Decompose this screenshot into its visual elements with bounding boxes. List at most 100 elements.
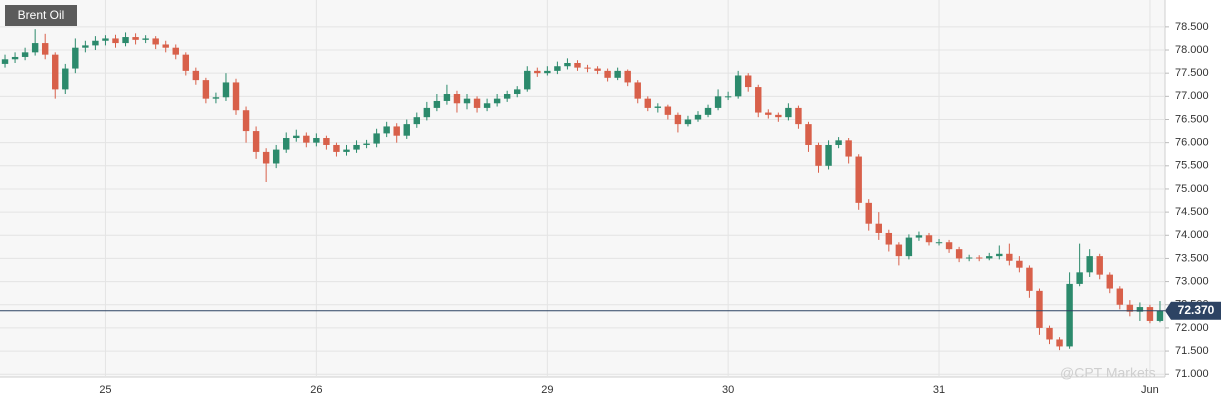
candle-body — [785, 107, 792, 118]
candle-body — [1046, 327, 1053, 340]
y-tick-label: 77.000 — [1175, 90, 1209, 102]
candle-body — [112, 38, 119, 44]
candle-body — [584, 67, 591, 69]
candle-body — [1036, 290, 1043, 328]
candle-body — [604, 70, 611, 78]
candle-body — [544, 70, 551, 74]
candle-body — [21, 52, 29, 57]
y-tick-label: 77.500 — [1175, 67, 1209, 79]
candle-body — [162, 44, 169, 48]
watermark: @CPT Markets — [1060, 365, 1156, 381]
candle-body — [744, 75, 752, 88]
candle-body — [463, 98, 471, 104]
candle-body — [755, 87, 762, 113]
candle-body — [272, 149, 280, 164]
candle-body — [102, 38, 109, 41]
candle-body — [41, 43, 49, 55]
candle-body — [1156, 310, 1164, 321]
candle-body — [815, 144, 822, 166]
x-tick-label: 25 — [99, 384, 111, 396]
candle-body — [1086, 256, 1093, 273]
candle-body — [865, 202, 872, 224]
candle-body — [182, 54, 190, 71]
current-price-pointer — [1165, 301, 1171, 320]
candle-body — [624, 70, 631, 83]
y-tick-label: 75.500 — [1175, 160, 1209, 172]
candle-body — [212, 97, 220, 99]
candle-body — [935, 242, 943, 244]
candle-body — [674, 114, 682, 125]
candle-body — [283, 138, 290, 150]
candle-body — [644, 98, 651, 108]
candle-body — [895, 244, 903, 257]
candle-body — [765, 112, 772, 115]
candle-body — [1056, 339, 1063, 347]
x-tick-label: 30 — [722, 384, 734, 396]
candle-body — [925, 235, 933, 243]
candle-body — [433, 100, 441, 108]
y-tick-label: 75.000 — [1175, 183, 1209, 195]
candle-body — [805, 124, 812, 145]
y-tick-label: 71.500 — [1175, 345, 1209, 357]
y-tick-label: 72.000 — [1175, 322, 1209, 334]
x-tick-label: Jun — [1141, 384, 1159, 396]
candle-body — [825, 144, 832, 166]
candle-body — [31, 43, 39, 53]
x-tick-label: 26 — [310, 384, 322, 396]
candle-body — [664, 106, 672, 115]
candle-body — [483, 103, 491, 108]
y-tick-label: 74.500 — [1175, 206, 1209, 218]
candle-body — [795, 107, 802, 125]
candle-body — [343, 149, 350, 152]
candle-body — [383, 126, 390, 134]
candle-body — [1126, 304, 1134, 312]
candle-body — [986, 256, 993, 259]
candle-body — [473, 98, 481, 108]
candle-body — [493, 98, 501, 104]
candle-body — [1116, 288, 1124, 305]
candle-body — [202, 80, 210, 99]
y-tick-label: 74.000 — [1175, 229, 1209, 241]
candle-body — [684, 119, 692, 125]
current-price-label: 72.370 — [1178, 303, 1215, 317]
candle-body — [905, 237, 913, 257]
y-tick-label: 76.000 — [1175, 137, 1209, 149]
candle-body — [1146, 307, 1154, 321]
candle-body — [262, 151, 270, 164]
candle-body — [704, 107, 712, 115]
x-tick-label: 31 — [933, 384, 945, 396]
candle-body — [323, 138, 330, 145]
candle-body — [373, 133, 380, 144]
candle-body — [634, 82, 641, 99]
candle-body — [1066, 283, 1073, 347]
candle-body — [363, 143, 370, 145]
y-tick-label: 78.000 — [1175, 44, 1209, 56]
candle-body — [524, 70, 531, 90]
candle-body — [222, 82, 230, 98]
y-tick-label: 73.500 — [1175, 252, 1209, 264]
candle-body — [654, 106, 662, 108]
candle-body — [554, 66, 561, 71]
candle-body — [52, 54, 59, 90]
candle-body — [564, 62, 571, 67]
candle-body — [534, 70, 541, 74]
candle-body — [734, 75, 742, 97]
candle-body — [1026, 267, 1033, 291]
candle-body — [955, 249, 963, 259]
candle-body — [514, 89, 521, 95]
candle-body — [855, 156, 862, 203]
candle-body — [453, 94, 461, 104]
candle-body — [714, 96, 722, 108]
candle-body — [1136, 307, 1144, 312]
candle-body — [845, 140, 852, 157]
candle-body — [252, 131, 260, 152]
candle-body — [423, 107, 431, 118]
candle-body — [62, 68, 69, 90]
candle-body — [694, 114, 702, 120]
candle-body — [574, 62, 581, 68]
candle-body — [1106, 274, 1113, 289]
x-tick-label: 29 — [541, 384, 553, 396]
candle-body — [503, 94, 511, 99]
candle-body — [965, 257, 973, 259]
